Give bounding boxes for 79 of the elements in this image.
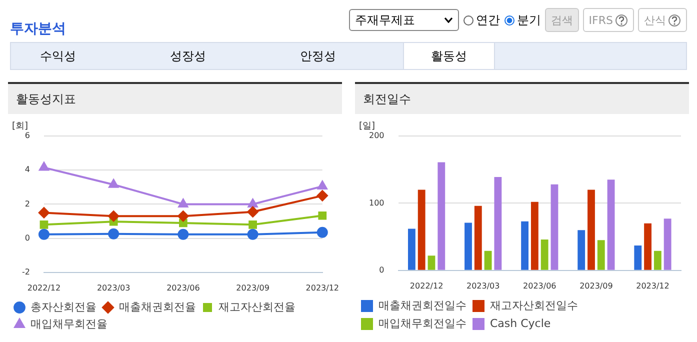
- y-tick-label: -2: [22, 267, 30, 276]
- bar: [597, 240, 605, 270]
- point: [247, 206, 258, 218]
- bar: [494, 176, 502, 270]
- text: 안정성: [299, 48, 337, 65]
- bar: [607, 180, 615, 270]
- point: [316, 190, 328, 202]
- point: [178, 210, 189, 222]
- x-tick-label: 2023/12: [636, 281, 670, 290]
- x-tick-label: 2023/09: [580, 281, 613, 290]
- legend-label: Cash Cycle: [490, 316, 551, 330]
- y-axis-title: [회]: [12, 121, 28, 132]
- point: [178, 228, 189, 240]
- point: [40, 220, 48, 229]
- legend-label: 매출채권회전일수: [378, 298, 466, 312]
- bar: [408, 228, 416, 270]
- bar: [654, 250, 662, 270]
- y-tick-label: 200: [368, 131, 384, 140]
- bar: [634, 246, 642, 270]
- text: 투자분석: [10, 20, 66, 38]
- bar: [550, 184, 558, 270]
- chart-title: 회전일수: [355, 84, 689, 114]
- y-tick-label: 4: [24, 165, 30, 174]
- point: [318, 211, 327, 220]
- bar: [428, 256, 436, 270]
- text: 연간: [476, 12, 500, 28]
- y-tick-label: 2: [24, 199, 30, 208]
- point: [38, 207, 50, 218]
- x-tick-label: 2023/09: [236, 283, 270, 292]
- bar: [588, 190, 595, 270]
- bar: [521, 221, 529, 270]
- text: 활동성: [403, 43, 495, 69]
- text: 분기: [516, 12, 541, 28]
- y-tick-label: 100: [368, 198, 384, 208]
- point: [38, 228, 50, 240]
- legend-label: 재고자산회전율: [218, 300, 296, 314]
- bar: [578, 230, 586, 270]
- bar: [484, 250, 492, 270]
- x-tick-label: 2023/03: [96, 283, 130, 292]
- point: [39, 162, 49, 171]
- x-tick-label: 2022/12: [27, 283, 61, 292]
- x-tick-label: 2023/06: [523, 281, 556, 290]
- bar: [438, 162, 446, 270]
- y-axis-title: [일]: [359, 121, 376, 132]
- y-tick-label: 6: [24, 131, 30, 140]
- point: [248, 198, 258, 208]
- legend-label: 매출채권회전율: [119, 300, 196, 314]
- x-tick-label: 2023/12: [306, 283, 339, 292]
- bar: [644, 223, 652, 270]
- text: 주재무제표: [354, 12, 415, 28]
- bar: [418, 190, 426, 270]
- y-tick-label: 0: [379, 265, 384, 274]
- point: [248, 220, 257, 229]
- x-tick-label: 2023/03: [466, 281, 500, 290]
- legend-label: 매입채무회전일수: [378, 316, 466, 330]
- bar: [540, 239, 548, 270]
- bar: [530, 202, 538, 270]
- text: IFRS: [582, 8, 634, 32]
- text: 산식: [638, 8, 687, 32]
- point: [247, 228, 258, 240]
- legend-label: 총자산회전율: [30, 300, 96, 314]
- chart-title: 활동성지표: [8, 84, 342, 114]
- text: 수익성: [39, 48, 77, 65]
- bar: [474, 206, 482, 270]
- point: [316, 226, 328, 238]
- text: 성장성: [169, 48, 207, 65]
- legend-label: 매입채무회전율: [30, 317, 108, 330]
- point: [108, 179, 118, 188]
- x-tick-label: 2022/12: [410, 281, 444, 290]
- point: [317, 180, 328, 190]
- point: [178, 198, 188, 208]
- bar: [464, 222, 472, 270]
- point: [108, 210, 120, 222]
- y-tick-label: 0: [24, 233, 30, 242]
- legend-label: 재고자산회전일수: [490, 298, 578, 312]
- point: [108, 228, 120, 240]
- x-tick-label: 2023/06: [166, 283, 200, 292]
- bar: [664, 218, 672, 270]
- text: 검색: [544, 8, 579, 32]
